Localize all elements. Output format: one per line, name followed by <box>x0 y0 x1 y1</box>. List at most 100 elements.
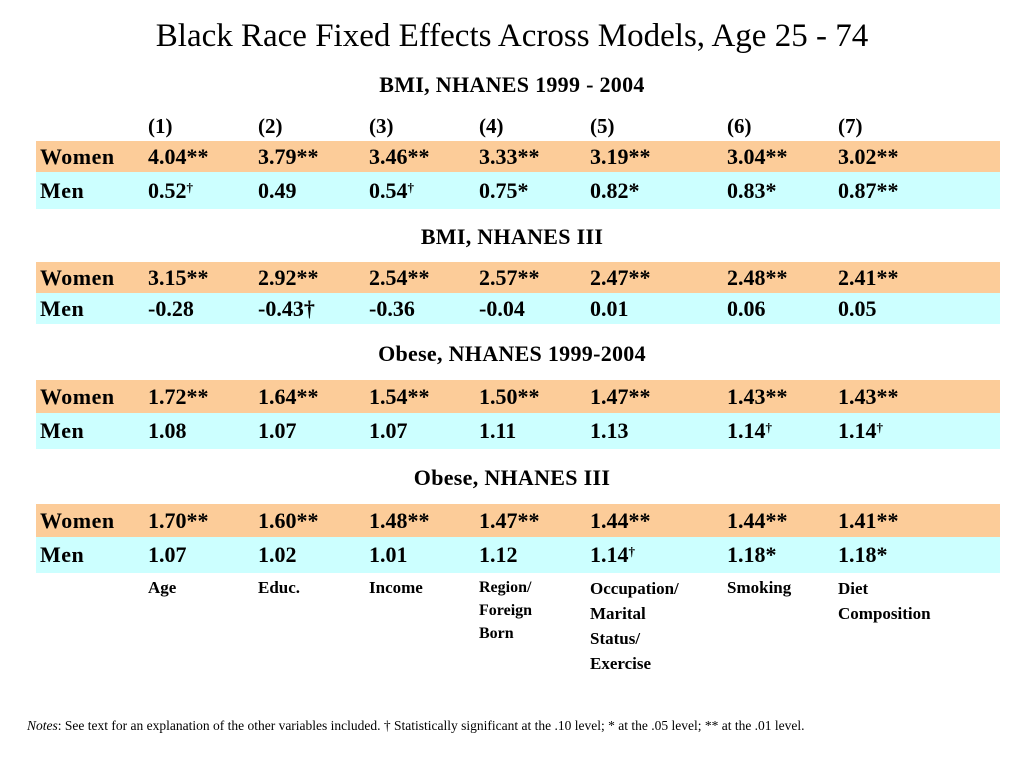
dagger-mark: † <box>628 544 636 559</box>
table-row-men: Men 1.08 1.07 1.07 1.11 1.13 1.14 † 1.14 † <box>36 413 1000 449</box>
table-cell: 3.02** <box>838 143 899 169</box>
table-cell: 2.57** <box>479 264 540 290</box>
table-cell: 3.33** <box>479 143 540 169</box>
table-cell: 1.01 <box>369 542 408 567</box>
table-cell: 1.60** <box>258 507 319 533</box>
table-cell: 0.49 <box>258 177 297 203</box>
table-cell: 1.07 <box>369 418 408 443</box>
table-cell: 1.11 <box>479 418 517 443</box>
dagger-mark: † <box>407 179 415 195</box>
table-cell: 1.07 <box>258 418 297 443</box>
row-label: Men <box>40 177 85 203</box>
dagger-mark: † <box>765 420 773 435</box>
table-cell: 3.79** <box>258 143 319 169</box>
control-label-model-2: Educ. <box>258 578 301 597</box>
column-header-4: (4) <box>479 114 504 138</box>
table-cell: 0.83* <box>727 177 777 203</box>
table-cell: 3.15** <box>148 264 209 290</box>
table-cell: 1.14 † <box>590 542 636 567</box>
table-row-men: Men -0.28 -0.43† -0.36 -0.04 0.01 0.06 0… <box>36 293 1000 324</box>
table-cell: 1.18* <box>727 542 777 567</box>
table-cell: 1.47** <box>590 383 651 409</box>
table-cell: 0.75* <box>479 177 529 203</box>
row-label: Women <box>40 507 115 533</box>
column-header-7: (7) <box>838 114 863 138</box>
table-cell: 0.05 <box>838 295 877 321</box>
control-label-model-4: Region/ Foreign Born <box>479 579 533 642</box>
table-cell: 0.82* <box>590 177 640 203</box>
table-cell: 2.48** <box>727 264 788 290</box>
dagger-mark: † <box>876 420 884 435</box>
column-headers: (1) (2) (3) (4) (5) (6) (7) <box>36 112 1000 140</box>
table-row-women: Women 4.04** 3.79** 3.46** 3.33** 3.19**… <box>36 141 1000 172</box>
column-header-6: (6) <box>727 114 752 138</box>
table-cell: -0.04 <box>479 295 525 321</box>
table-cell: 2.92** <box>258 264 319 290</box>
table-cell: 2.54** <box>369 264 430 290</box>
table-cell: 1.14 † <box>838 418 884 443</box>
table-row-women: Women 1.72** 1.64** 1.54** 1.50** 1.47**… <box>36 380 1000 413</box>
table-cell: 3.46** <box>369 143 430 169</box>
section-title-bmi-1999-2004: BMI, NHANES 1999 - 2004 <box>379 72 645 97</box>
table-cell: 3.04** <box>727 143 788 169</box>
row-label: Men <box>40 542 85 567</box>
table-cell: 1.44** <box>727 507 788 533</box>
table-cell: 1.70** <box>148 507 209 533</box>
table-cell: 0.01 <box>590 295 629 321</box>
table-cell: 0.87** <box>838 177 899 203</box>
row-label: Women <box>40 383 115 409</box>
column-header-3: (3) <box>369 114 394 138</box>
table-cell: 1.41** <box>838 507 899 533</box>
table-row-women: Women 1.70** 1.60** 1.48** 1.47** 1.44**… <box>36 504 1000 537</box>
table-cell: 1.14 † <box>727 418 773 443</box>
row-label: Women <box>40 264 115 290</box>
control-label-model-6: Smoking <box>727 578 792 597</box>
table-cell: 1.47** <box>479 507 540 533</box>
control-label-model-5: Occupation/ Marital Status/ Exercise <box>590 579 679 673</box>
row-label: Men <box>40 418 85 443</box>
section-title-obese-1999-2004: Obese, NHANES 1999-2004 <box>378 341 646 366</box>
table-cell: 1.50** <box>479 383 540 409</box>
column-header-1: (1) <box>148 114 173 138</box>
table-row-men: Men 0.52 † 0.49 0.54 † 0.75* 0.82* 0.83* 0… <box>36 172 1000 209</box>
table-cell: -0.28 <box>148 295 194 321</box>
table-cell: 3.19** <box>590 143 651 169</box>
table-cell: -0.36 <box>369 295 415 321</box>
table-cell: 1.54** <box>369 383 430 409</box>
table-cell: 1.12 <box>479 542 518 567</box>
table-cell: 2.47** <box>590 264 651 290</box>
table-cell: 1.44** <box>590 507 651 533</box>
table-cell: 1.02 <box>258 542 297 567</box>
table-cell: 1.13 <box>590 418 629 443</box>
table-cell: 1.64** <box>258 383 319 409</box>
table-cell: 0.54 † <box>369 177 415 203</box>
control-label-model-1: Age <box>148 578 177 597</box>
table-cell: -0.43† <box>258 295 315 321</box>
notes-label: Notes <box>27 718 58 733</box>
table-cell: 0.06 <box>727 295 766 321</box>
notes-text: : See text for an explanation of the oth… <box>57 718 805 733</box>
table-cell: 1.43** <box>727 383 788 409</box>
table-cell: 1.43** <box>838 383 899 409</box>
section-title-obese-nhanes-iii: Obese, NHANES III <box>413 465 611 490</box>
table-row-women: Women 3.15** 2.92** 2.54** 2.57** 2.47**… <box>36 262 1000 293</box>
table-cell: 0.52 † <box>148 177 194 203</box>
table-cell: 2.41** <box>838 264 899 290</box>
table-cell: 1.07 <box>148 542 187 567</box>
slide-title: Black Race Fixed Effects Across Models, … <box>155 18 869 54</box>
table-cell: 1.18* <box>838 542 888 567</box>
table-row-men: Men 1.07 1.02 1.01 1.12 1.14 † 1.18* 1.18… <box>36 537 1000 573</box>
table-cell: 1.48** <box>369 507 430 533</box>
column-header-2: (2) <box>258 114 283 138</box>
section-title-bmi-nhanes-iii: BMI, NHANES III <box>420 224 604 249</box>
table-cell: 1.72** <box>148 383 209 409</box>
control-label-model-3: Income <box>369 578 423 597</box>
row-label: Women <box>40 143 115 169</box>
control-label-model-7: Diet Composition <box>838 579 931 623</box>
table-cell: 1.08 <box>148 418 187 443</box>
table-cell: 4.04** <box>148 143 209 169</box>
dagger-mark: † <box>186 179 194 195</box>
column-header-5: (5) <box>590 114 615 138</box>
notes-footnote: Notes: See text for an explanation of th… <box>27 716 1002 735</box>
row-label: Men <box>40 295 85 321</box>
